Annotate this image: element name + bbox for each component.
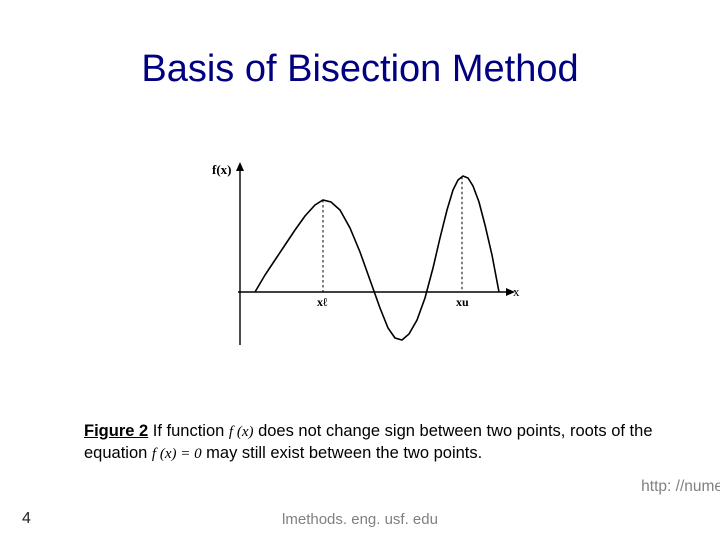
caption-fx: f (x) (229, 424, 254, 440)
y-axis-arrow (236, 162, 244, 171)
x-axis-label: x (513, 284, 520, 299)
caption-label: Figure 2 (84, 422, 148, 440)
xu-label: xu (456, 295, 469, 309)
xl-label: xℓ (317, 295, 328, 309)
figure-plot: f(x) x xℓ xu (195, 150, 525, 380)
slide-title: Basis of Bisection Method (0, 48, 720, 91)
caption-text-3: may still exist between the two points. (202, 444, 483, 462)
footer-center: lmethods. eng. usf. edu (0, 511, 720, 528)
figure-caption: Figure 2 If function f (x) does not chan… (84, 420, 694, 465)
caption-text-1: If function (148, 422, 229, 440)
caption-fx0: f (x) = 0 (152, 446, 202, 462)
footer-right: http: //numerica (641, 478, 720, 496)
y-axis-label: f(x) (212, 162, 232, 177)
